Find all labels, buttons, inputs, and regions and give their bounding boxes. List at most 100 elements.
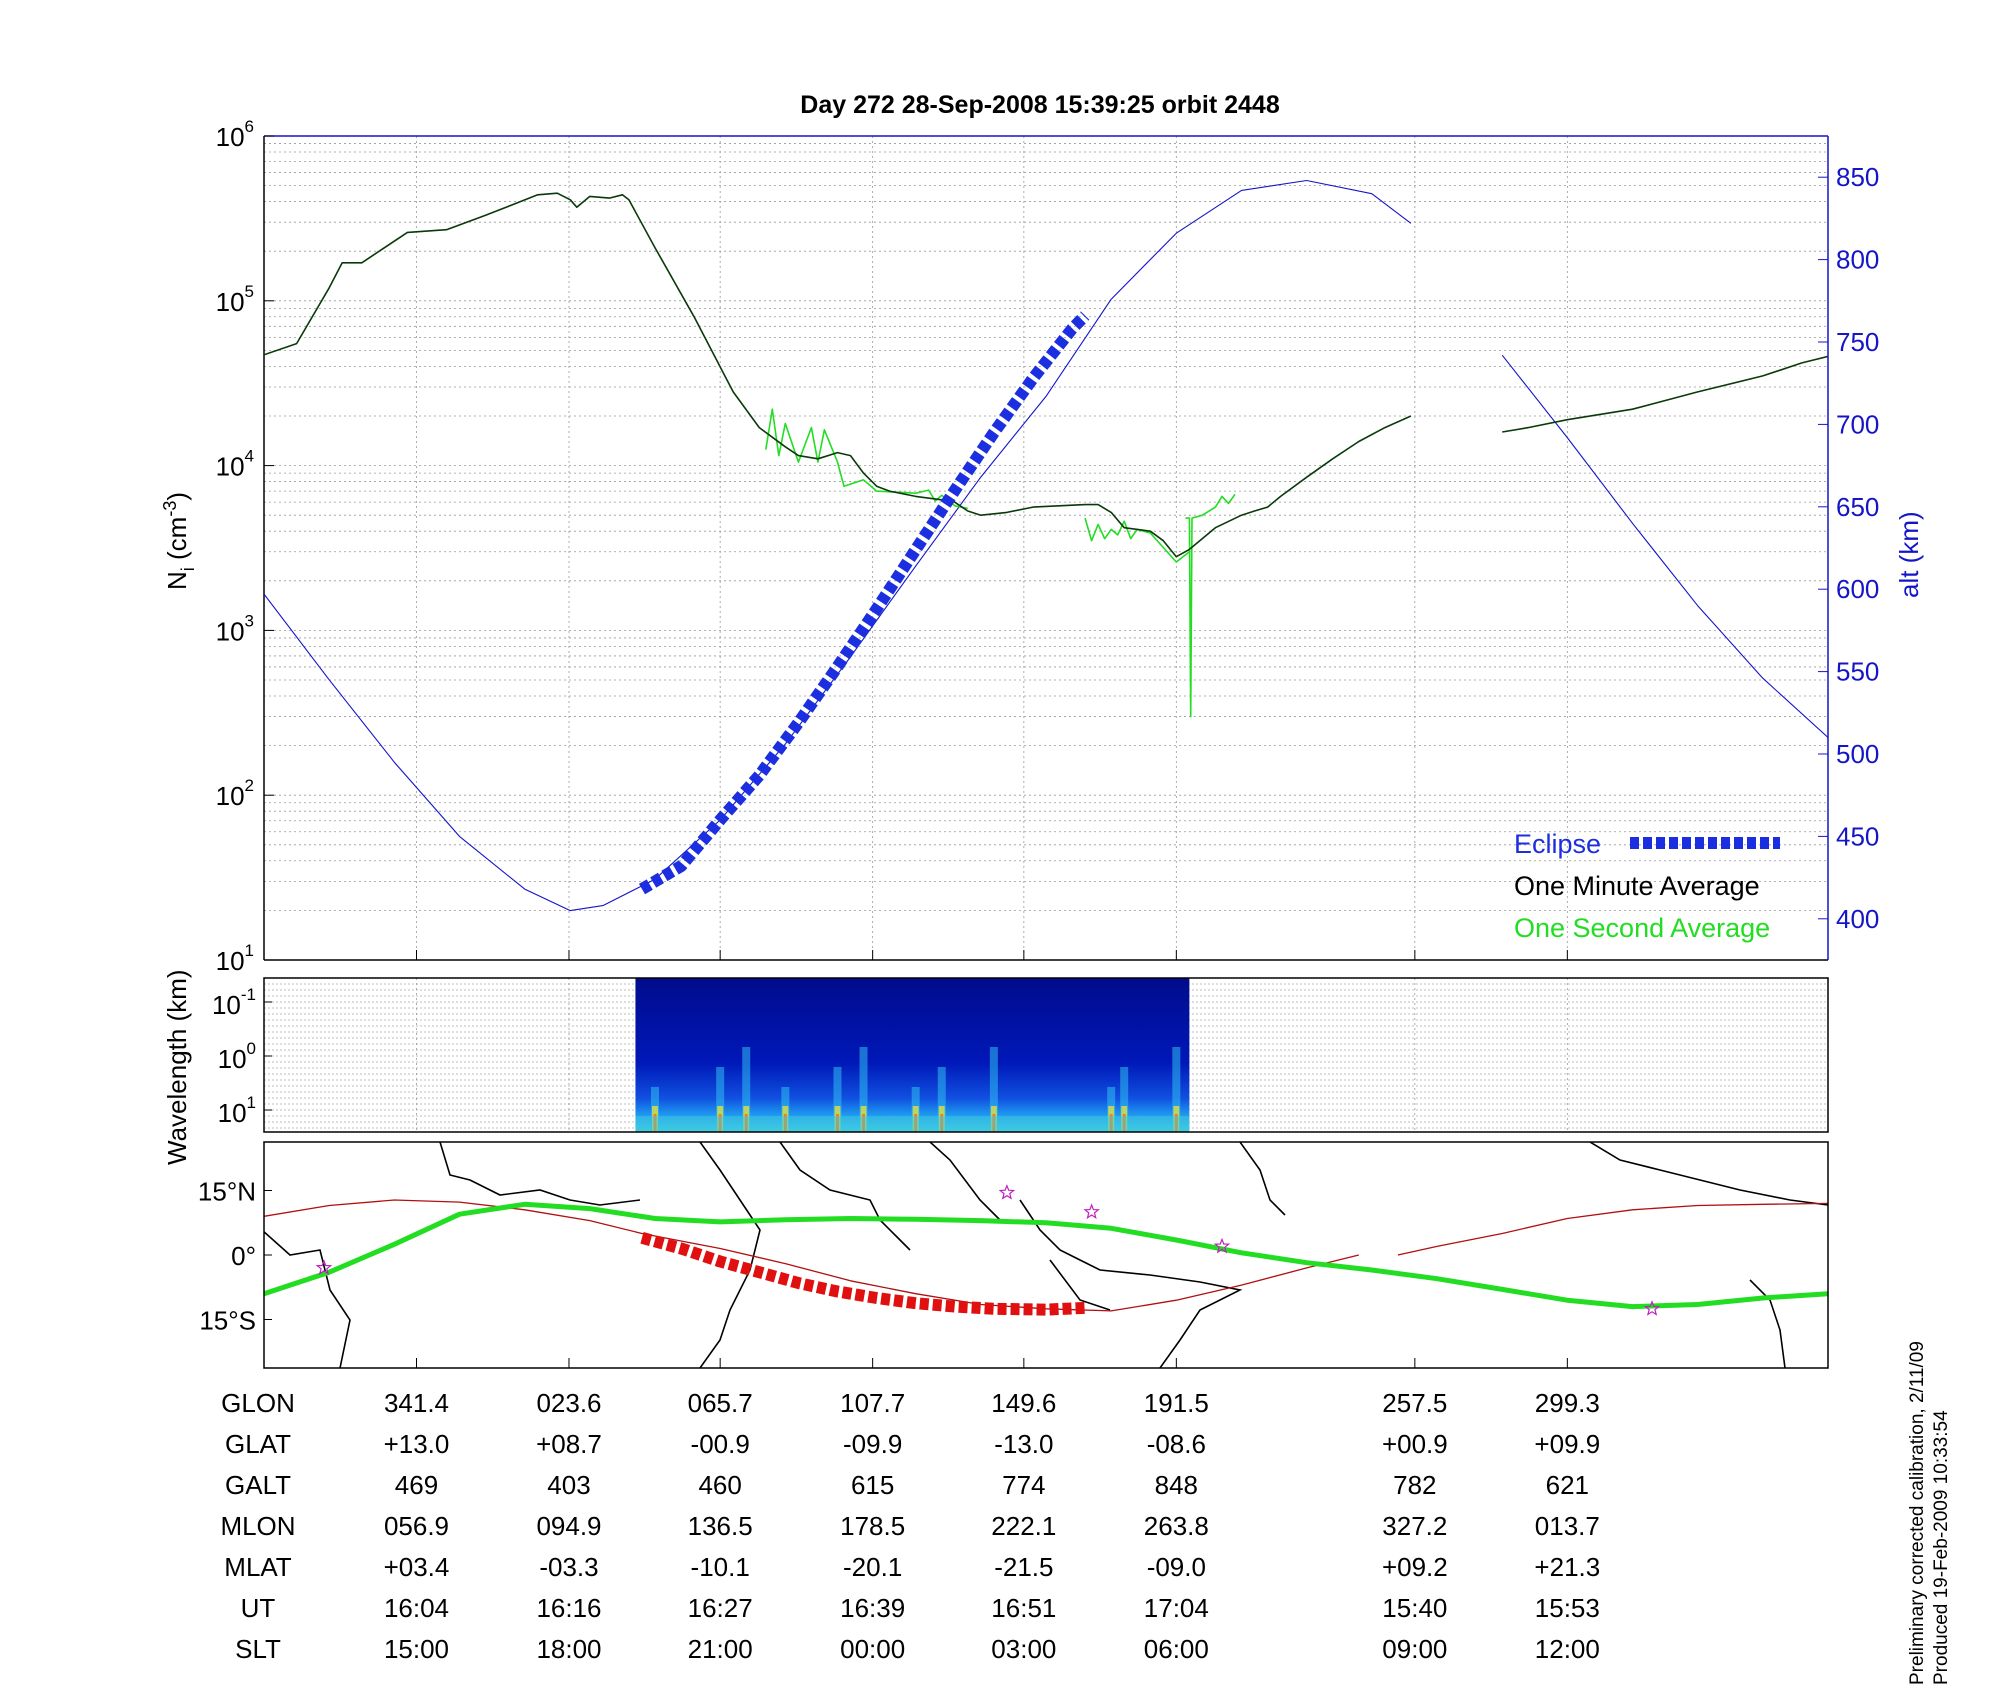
table-cell: 615 [851,1470,894,1500]
wavelength-ytick-label: 101 [218,1093,256,1128]
spectrogram-band [1120,1067,1129,1132]
table-cell: 16:39 [840,1593,905,1623]
table-cell: 263.8 [1144,1511,1209,1541]
table-cell: 848 [1155,1470,1198,1500]
star-marker [998,1184,1016,1200]
table-row-label: UT [241,1593,276,1623]
legend: Eclipse One Minute Average One Second Av… [1514,829,1780,943]
table-cell: -08.6 [1147,1429,1206,1459]
table-cell: 621 [1546,1470,1589,1500]
wavelength-frame [263,977,1829,1133]
table-cell: 06:00 [1144,1634,1209,1664]
footer-line-1: Preliminary corrected calibration, 2/11/… [1907,1341,1928,1685]
table-cell: +03.4 [384,1552,450,1582]
altitude-series [264,179,1412,912]
density-ytick-label: 104 [216,447,254,482]
coastline [264,1230,351,1368]
spectrogram-band [716,1067,725,1132]
table-cell: 460 [698,1470,741,1500]
wavelength-ytick-label: 10-1 [212,985,256,1020]
wavelength-ylabel: Wavelength (km) [162,969,192,1165]
table-cell: +08.7 [536,1429,602,1459]
table-cell: 774 [1002,1470,1045,1500]
coastline [439,1142,641,1206]
table-cell: 17:04 [1144,1593,1209,1623]
table-cell: 16:16 [536,1593,601,1623]
table-cell: 299.3 [1535,1388,1600,1418]
coastline [699,1142,761,1368]
table-cell: 257.5 [1382,1388,1447,1418]
legend-label-one-minute: One Minute Average [1514,871,1760,901]
density-ylabel: Ni (cm-3) [160,492,198,590]
table-cell: 403 [547,1470,590,1500]
map-frame [263,1141,1829,1369]
table-cell: 18:00 [536,1634,601,1664]
altitude-ytick-label: 850 [1836,162,1879,192]
altitude-ytick-label: 500 [1836,739,1879,769]
altitude-ytick-label: 550 [1836,657,1879,687]
one-second-series [1185,493,1236,718]
spectrogram-band [833,1067,842,1132]
coastline [1749,1279,1786,1368]
density-ylabel-main: N [162,571,192,590]
table-cell: -21.5 [994,1552,1053,1582]
star-marker [315,1259,333,1275]
table-cell: 056.9 [384,1511,449,1541]
table-cell: 107.7 [840,1388,905,1418]
density-ytick-label: 106 [216,117,254,152]
ground-track [264,1201,1828,1310]
orbit-track [264,1199,1359,1312]
coastline [1019,1199,1243,1368]
table-cell: -20.1 [843,1552,902,1582]
table-cell: +00.9 [1382,1429,1448,1459]
table-cell: -00.9 [691,1429,750,1459]
one-second-series [765,408,968,510]
altitude-ylabel: alt (km) [1894,511,1924,598]
table-cell: 013.7 [1535,1511,1600,1541]
table-cell: 03:00 [991,1634,1056,1664]
table-row-label: MLON [220,1511,295,1541]
coastline [779,1142,911,1251]
one-second-series [1084,517,1190,563]
table-cell: 15:40 [1382,1593,1447,1623]
table-cell: 21:00 [688,1634,753,1664]
coastline [1589,1142,1828,1206]
legend-label-one-second: One Second Average [1514,913,1770,943]
table-cell: -10.1 [691,1552,750,1582]
orbit-track [1397,1202,1828,1256]
orbit-table: GLON GLAT GALT MLON MLAT UT SLT 341.4 +13.0 469 05… [220,1388,1600,1664]
coastline [1239,1142,1286,1216]
density-ylabel-unit: (cm [162,517,192,568]
map-ytick-label: 0° [231,1241,256,1271]
chart-title: Day 272 28-Sep-2008 15:39:25 orbit 2448 [800,91,1280,119]
density-ylabel-close: ) [162,492,192,501]
coastline [1049,1259,1111,1311]
table-cell: 782 [1393,1470,1436,1500]
table-row-label: GLAT [225,1429,291,1459]
spectrogram-band [742,1047,751,1132]
eclipse-series [638,311,1090,895]
table-cell: 094.9 [536,1511,601,1541]
altitude-ytick-label: 400 [1836,904,1879,934]
density-ytick-label: 103 [216,611,254,646]
density-ytick-label: 101 [216,941,254,976]
altitude-ytick-label: 800 [1836,245,1879,275]
table-cell: 16:51 [991,1593,1056,1623]
map-ytick-label: 15°S [199,1306,256,1336]
table-cell: 09:00 [1382,1634,1447,1664]
table-cell: 15:00 [384,1634,449,1664]
table-row-label: MLAT [224,1552,292,1582]
table-cell: 341.4 [384,1388,449,1418]
table-cell: 023.6 [536,1388,601,1418]
coastline [929,1142,1001,1221]
one-minute-series [1502,355,1828,433]
density-ylabel-sub: i [178,567,198,571]
one-minute-series [264,192,1412,558]
table-cell: 00:00 [840,1634,905,1664]
table-cell: +21.3 [1534,1552,1600,1582]
spectrogram-band [859,1047,868,1132]
star-marker [1643,1300,1661,1316]
table-cell: 15:53 [1535,1593,1600,1623]
